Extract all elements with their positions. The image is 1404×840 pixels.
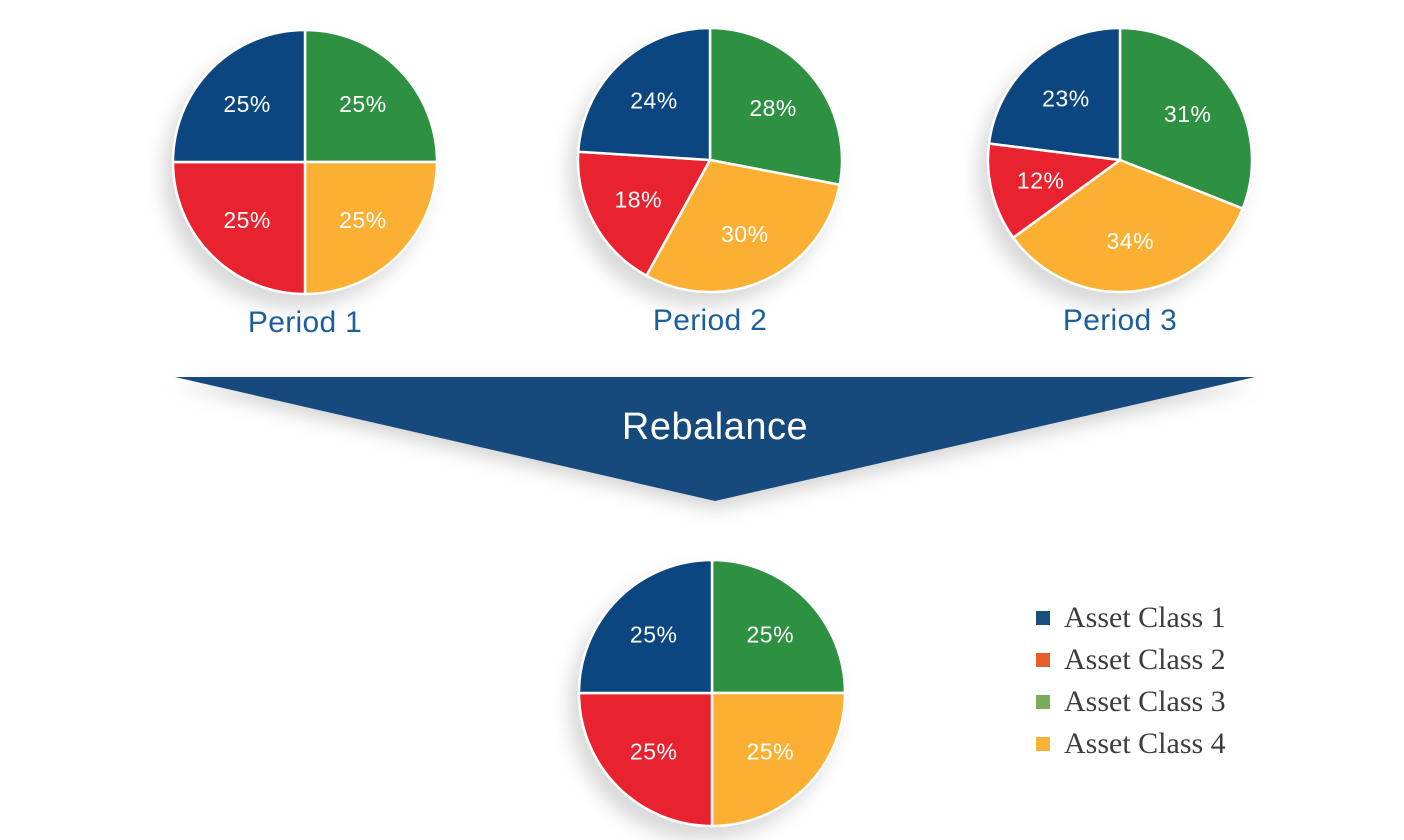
- legend-label: Asset Class 2: [1064, 643, 1226, 676]
- pie-slice-asset-class-4: [645, 158, 841, 294]
- pie-chart-period-2: 28% 30% 18% 24% Period 2: [570, 20, 850, 338]
- pie-slice-label: 25%: [630, 622, 678, 648]
- pie-slice-asset-class-1: [987, 26, 1122, 162]
- pie-chart-rebalanced-svg: 25% 25% 25% 25%: [577, 558, 847, 828]
- pie-slice-asset-class-2: [986, 142, 1122, 239]
- legend-item-asset-class-4: Asset Class 4: [1036, 727, 1226, 760]
- pie-slice-asset-class-3: [303, 28, 439, 164]
- legend-swatch-3: [1036, 695, 1050, 709]
- pie-chart-rebalanced: 25% 25% 25% 25%: [572, 553, 852, 833]
- pie-slice-label: 12%: [1017, 167, 1065, 193]
- legend-swatch-4: [1036, 737, 1050, 751]
- pie-slice-asset-class-3: [1118, 26, 1254, 210]
- legend-label: Asset Class 4: [1064, 727, 1226, 760]
- pie-slice-label: 23%: [1042, 86, 1090, 112]
- pie-slice-asset-class-1: [171, 28, 307, 164]
- pie-slice-asset-class-2: [576, 150, 712, 277]
- legend-item-asset-class-3: Asset Class 3: [1036, 685, 1226, 718]
- legend-item-asset-class-1: Asset Class 1: [1036, 601, 1226, 634]
- pie-slice-asset-class-3: [708, 26, 844, 186]
- rebalance-arrow-svg: Rebalance: [175, 377, 1255, 501]
- pie-chart-period-3: 31% 34% 12% 23% Period 3: [980, 20, 1260, 338]
- pie-slice-asset-class-4: [1011, 158, 1244, 294]
- legend-label: Asset Class 3: [1064, 685, 1226, 718]
- pie-chart-period-1-svg: 25% 25% 25% 25%: [171, 28, 439, 296]
- pie-slice-label: 25%: [223, 91, 271, 117]
- pie-title-period-3: Period 3: [1062, 304, 1178, 337]
- rebalance-arrow: Rebalance: [170, 370, 1260, 505]
- pie-slice-label: 28%: [749, 95, 797, 121]
- pie-slice-asset-class-4: [303, 160, 439, 296]
- pie-slice-label: 25%: [339, 91, 387, 117]
- pie-slice-asset-class-2: [577, 691, 714, 828]
- pie-title-period-1: Period 1: [247, 306, 363, 339]
- pie-slice-asset-class-2: [171, 160, 307, 296]
- pie-chart-period-3-svg: 31% 34% 12% 23%: [986, 26, 1254, 294]
- pie-slice-label: 34%: [1107, 228, 1155, 254]
- legend: Asset Class 1 Asset Class 2 Asset Class 3 A…: [1036, 601, 1226, 760]
- pie-slice-label: 25%: [747, 738, 795, 764]
- legend-swatch-1: [1036, 611, 1050, 625]
- pie-slice-label: 24%: [630, 87, 678, 113]
- pie-slice-label: 18%: [615, 186, 663, 212]
- pie-slice-asset-class-1: [577, 558, 714, 695]
- pie-slice-asset-class-1: [577, 26, 712, 162]
- legend-item-asset-class-2: Asset Class 2: [1036, 643, 1226, 676]
- pie-slice-asset-class-4: [710, 691, 847, 828]
- legend-label: Asset Class 1: [1064, 601, 1226, 634]
- pie-slice-label: 25%: [747, 622, 795, 648]
- pie-slice-label: 25%: [339, 207, 387, 233]
- rebalance-label: Rebalance: [622, 406, 808, 448]
- legend-swatch-2: [1036, 653, 1050, 667]
- pie-slice-asset-class-3: [710, 558, 847, 695]
- pie-title-period-2: Period 2: [652, 304, 768, 337]
- pie-chart-period-1: 25% 25% 25% 25% Period 1: [165, 22, 445, 340]
- pie-slice-label: 31%: [1164, 101, 1212, 127]
- pie-chart-period-2-svg: 28% 30% 18% 24%: [576, 26, 844, 294]
- pie-slice-label: 30%: [721, 221, 769, 247]
- pie-slice-label: 25%: [630, 738, 678, 764]
- pie-slice-label: 25%: [223, 207, 271, 233]
- down-arrow-shape: [175, 377, 1255, 501]
